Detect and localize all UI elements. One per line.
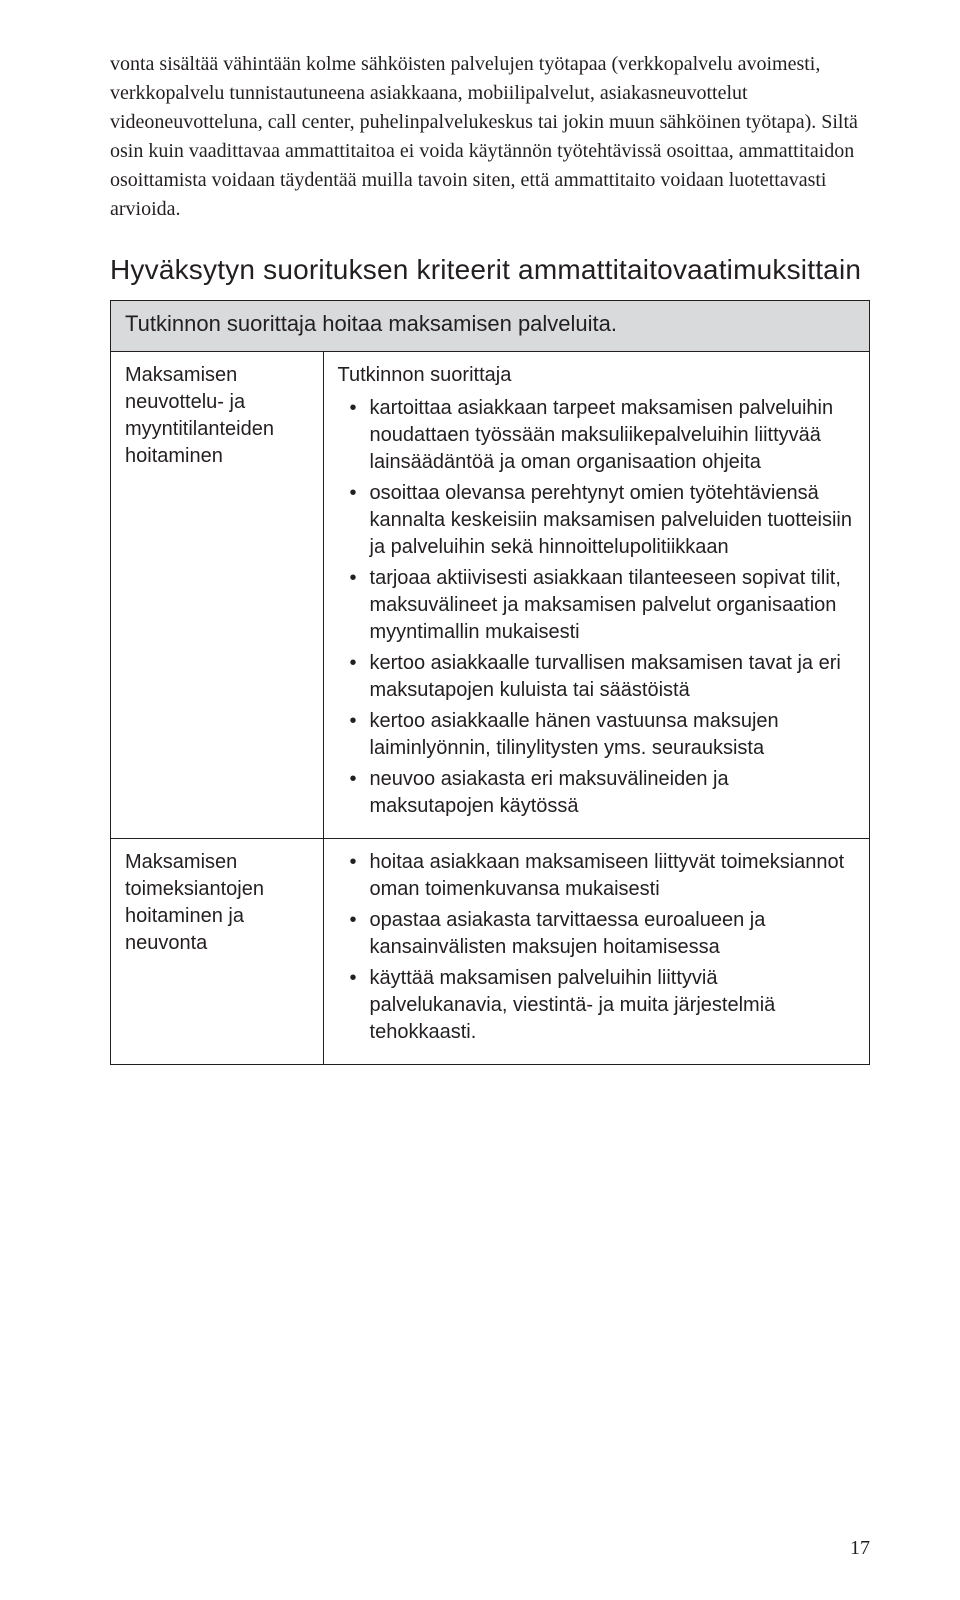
row-right-content: Tutkinnon suorittaja kartoittaa asiakkaa… xyxy=(323,352,869,839)
list-item: käyttää maksamisen palveluihin liittyviä… xyxy=(370,965,855,1046)
section-heading: Hyväksytyn suorituksen kriteerit ammatti… xyxy=(110,254,870,286)
list-item: osoittaa olevansa perehtynyt omien työte… xyxy=(370,480,855,561)
row-left-label: Maksamisen toimeksiantojen hoitaminen ja… xyxy=(111,839,324,1065)
intro-paragraph: vonta sisältää vähintään kolme sähköiste… xyxy=(110,50,870,224)
bullet-list: kartoittaa asiakkaan tarpeet maksamisen … xyxy=(338,395,855,820)
page-number: 17 xyxy=(850,1537,870,1560)
row-left-label: Maksamisen neuvottelu- ja myyntitilantei… xyxy=(111,352,324,839)
table-row: Maksamisen neuvottelu- ja myyntitilantei… xyxy=(111,352,870,839)
list-item: hoitaa asiakkaan maksamiseen liittyvät t… xyxy=(370,849,855,903)
list-item: opastaa asiakasta tarvittaessa euroaluee… xyxy=(370,907,855,961)
list-item: neuvoo asiakasta eri maksuvälineiden ja … xyxy=(370,766,855,820)
criteria-table: Tutkinnon suorittaja hoitaa maksamisen p… xyxy=(110,300,870,1065)
table-header: Tutkinnon suorittaja hoitaa maksamisen p… xyxy=(111,301,870,352)
list-item: kertoo asiakkaalle turvallisen maksamise… xyxy=(370,650,855,704)
list-item: kertoo asiakkaalle hänen vastuunsa maksu… xyxy=(370,708,855,762)
list-item: kartoittaa asiakkaan tarpeet maksamisen … xyxy=(370,395,855,476)
row-right-content: hoitaa asiakkaan maksamiseen liittyvät t… xyxy=(323,839,869,1065)
list-item: tarjoaa aktiivisesti asiakkaan tilantees… xyxy=(370,565,855,646)
table-row: Maksamisen toimeksiantojen hoitaminen ja… xyxy=(111,839,870,1065)
bullet-list: hoitaa asiakkaan maksamiseen liittyvät t… xyxy=(338,849,855,1046)
row-intro-label: Tutkinnon suorittaja xyxy=(338,362,855,389)
